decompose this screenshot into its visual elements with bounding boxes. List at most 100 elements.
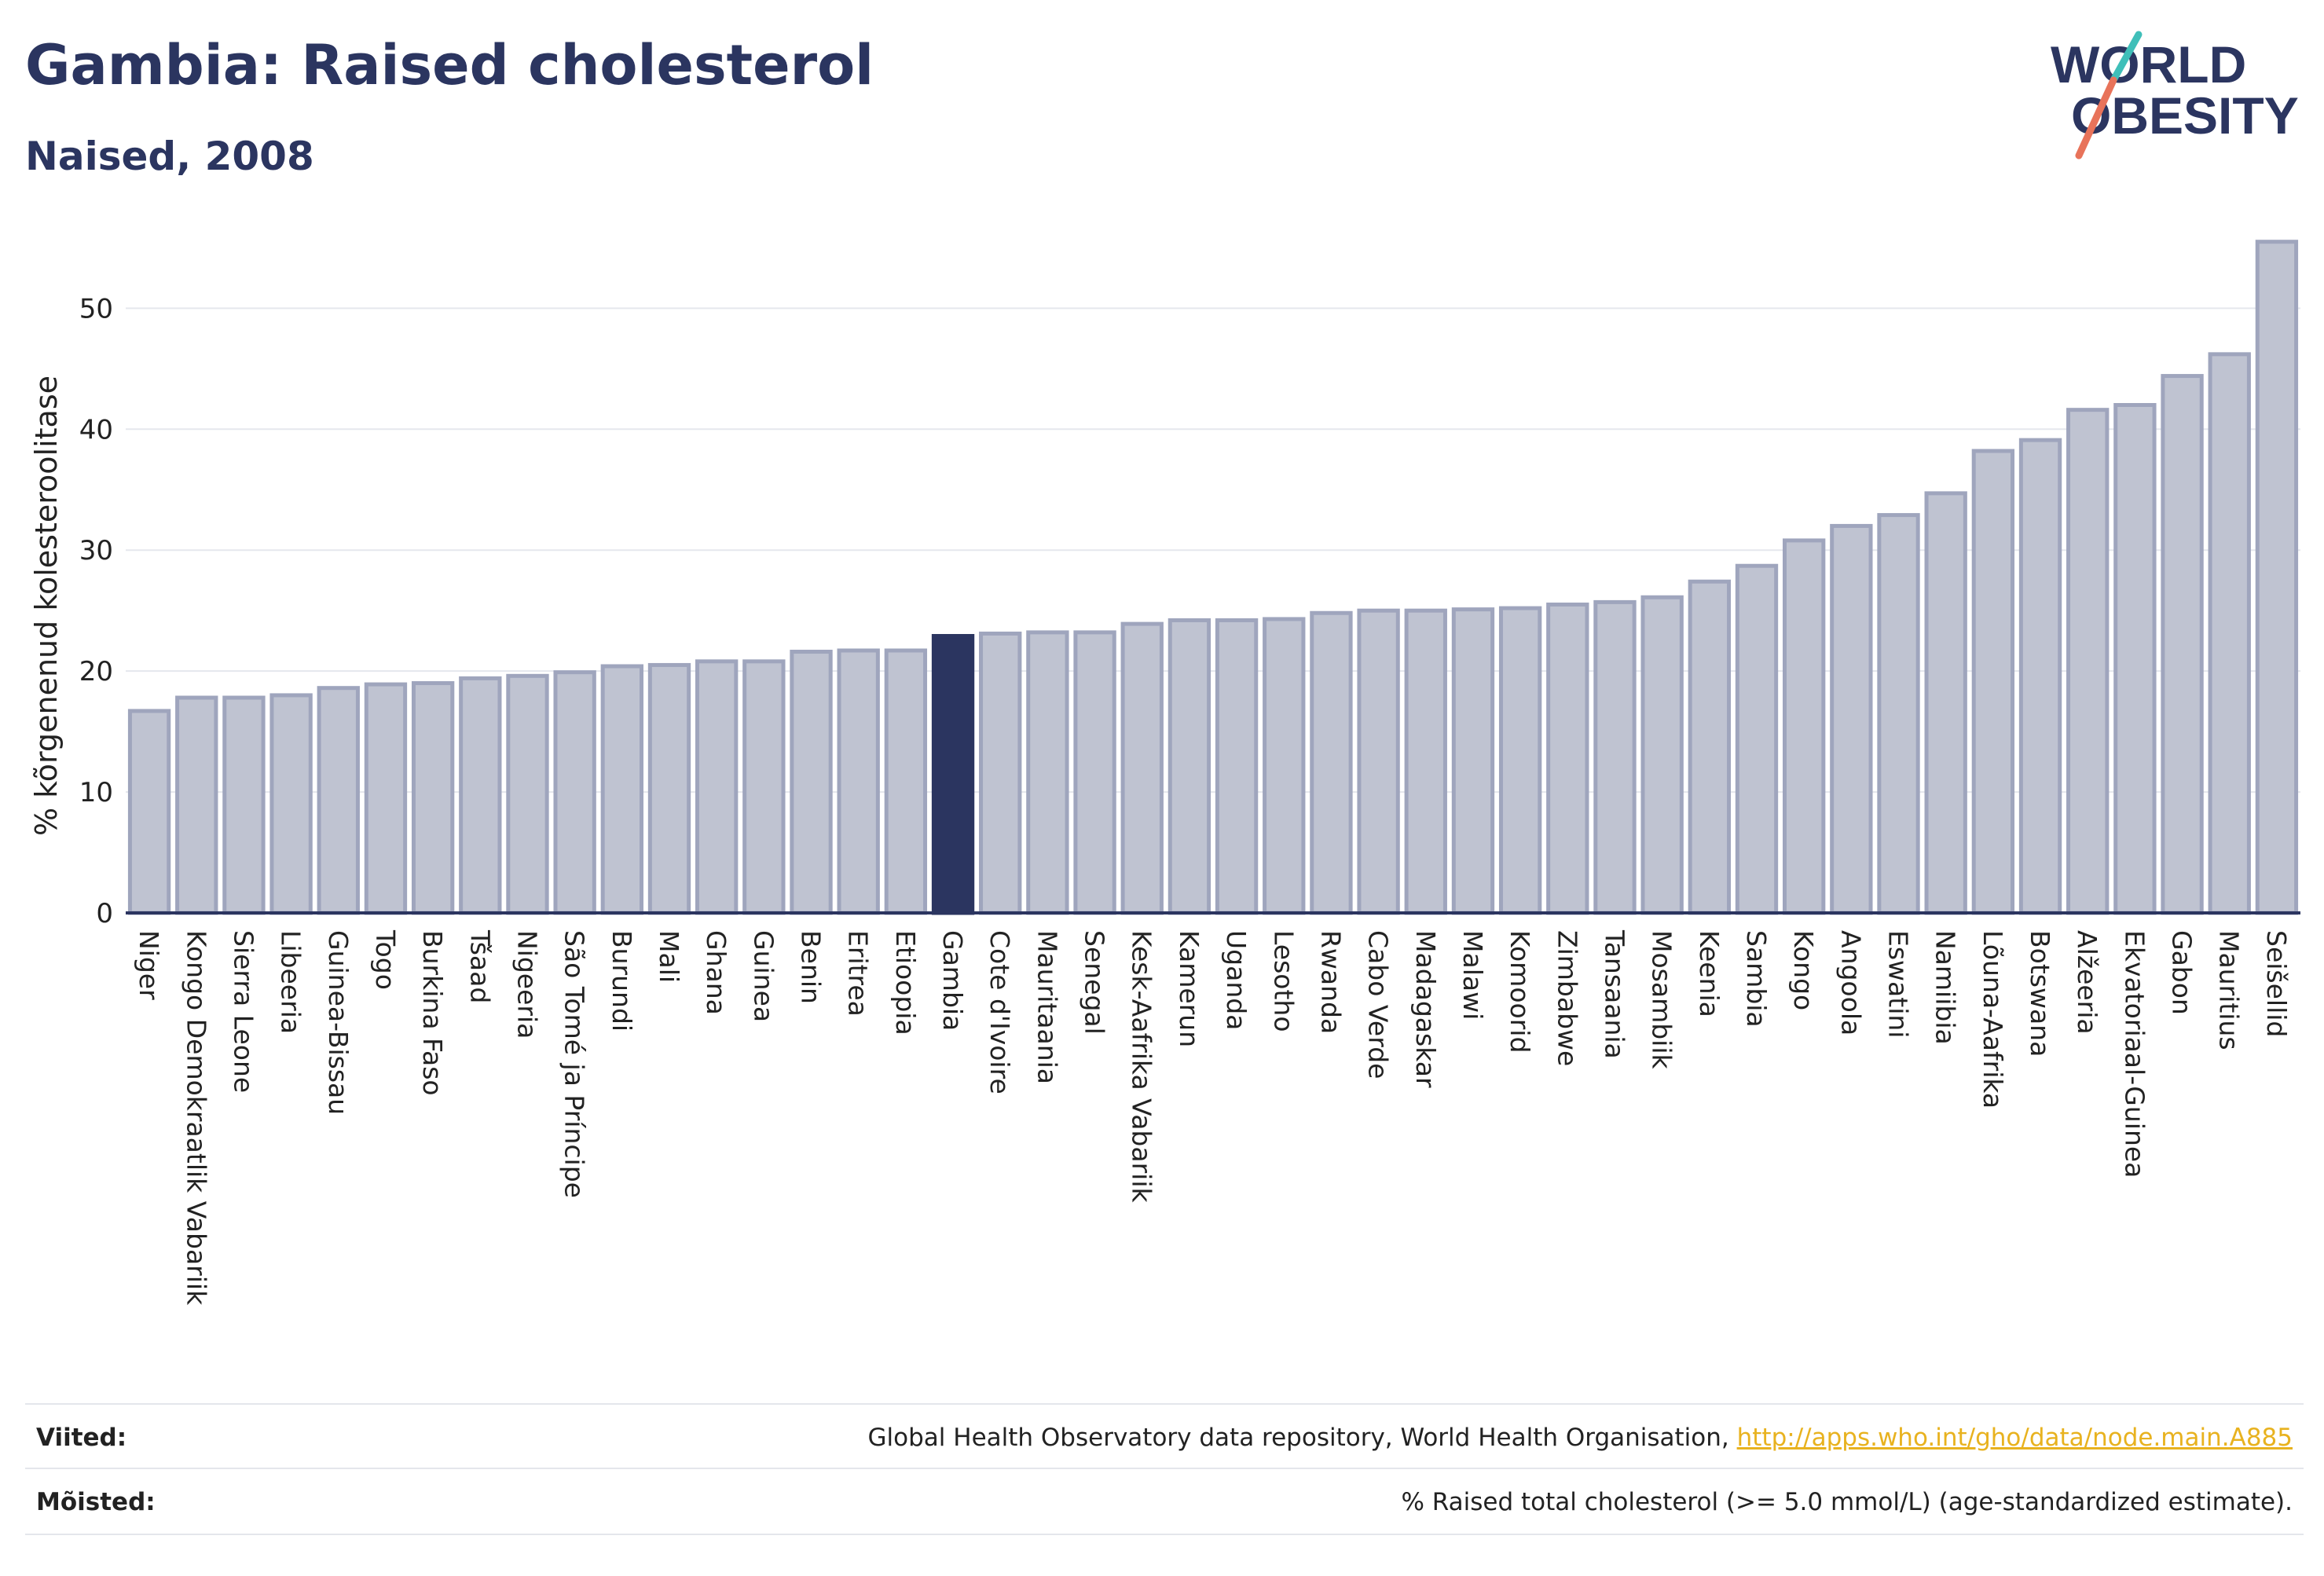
logo-slash-coral [2075,76,2117,159]
x-tick-label: Lõuna-Aafrika [1978,930,2008,1109]
chart-subtitle: Naised, 2008 [25,134,314,179]
x-tick-label: Gabon [2167,930,2198,1015]
bars [127,240,2299,915]
bar-senegal [1073,630,1116,915]
y-tick-label: 50 [79,293,113,324]
bar-eswatini [1877,513,1920,915]
x-tick-label: Madagaskar [1410,930,1441,1088]
bar-l-una-aafrika [1971,449,2015,915]
bar-niger [127,709,171,915]
y-tick-label: 20 [79,656,113,687]
world-obesity-logo: WORLD OBESITY [2051,31,2299,159]
x-tick-label: Malawi [1457,930,1488,1020]
bar-ghana [695,659,739,915]
x-tick-label: Keenia [1694,930,1725,1017]
bar-sei-ellid [2255,240,2299,915]
x-tick-label: Guinea [748,930,779,1022]
bar-burundi [600,664,643,915]
bar-tansaania [1593,599,1637,915]
bar-mosambiik [1640,595,1684,915]
bar-botswana [2018,438,2062,915]
x-tick-label: Libeeria [276,930,306,1034]
bar-ekvatoriaal-guinea [2113,403,2157,915]
bar-sambia [1735,563,1779,915]
bar-lesotho [1263,617,1306,915]
x-tick-label: Tansaania [1599,929,1629,1059]
x-tick-label: Mali [654,930,684,983]
bar-nigeeria [506,673,549,915]
bar-madagaskar [1404,608,1447,915]
x-tick-label: Etioopia [890,930,921,1035]
y-tick-label: 10 [79,777,113,808]
bar-namiibia [1924,491,1967,915]
bar-uganda [1215,618,1259,915]
bar-mali [647,662,691,915]
x-tick-label: Ekvatoriaal-Guinea [2119,930,2150,1178]
x-tick-label: Kamerun [1174,930,1204,1047]
x-tick-label: Sambia [1741,930,1772,1028]
bar-burkina-faso [411,681,455,915]
bar-kongo [1783,538,1826,915]
category-labels: Niger Kongo Demokraatlik Vabariik Sierra L… [134,929,2292,1306]
bar-sierra-leone [222,695,266,915]
x-tick-label: Alžeeria [2072,930,2102,1035]
x-tick-label: Seišellid [2261,930,2292,1037]
x-tick-label: Benin [796,930,827,1004]
x-tick-label: Sierra Leone [228,930,258,1093]
y-tick-label: 30 [79,535,113,566]
x-tick-label: São Tomé ja Príncipe [559,930,590,1198]
x-tick-label: Gambia [937,930,968,1031]
y-tick-label: 40 [79,414,113,445]
x-tick-label: Eswatini [1883,930,1914,1038]
sources-value: Global Health Observatory data repositor… [868,1424,2293,1452]
definitions-text: % Raised total cholesterol (>= 5.0 mmol/… [1401,1488,2293,1516]
x-tick-label: Senegal [1080,930,1110,1035]
x-tick-label: Zimbabwe [1552,930,1582,1066]
bar-zimbabwe [1546,602,1589,915]
bar-guinea [742,659,786,915]
x-tick-label: Lesotho [1268,930,1299,1032]
bar-keenia [1688,579,1731,915]
bar-komoorid [1498,606,1542,915]
x-tick-label: Togo [370,929,401,990]
x-tick-label: Kesk-Aafrika Vabariik [1127,930,1157,1203]
x-tick-label: Angoola [1835,930,1866,1035]
bar-togo [364,682,408,915]
chart-title: Gambia: Raised cholesterol [25,33,874,97]
logo-line-1: WORLD [2051,35,2246,93]
bar-chart: 0 10 20 30 40 50 % kõrgenenud kolesteroolitase… [29,240,2300,1306]
x-tick-label: Guinea-Bissau [323,930,354,1115]
bar-mauritaania [1026,630,1069,915]
definitions-row: Mõisted: % Raised total cholesterol (>= … [25,1468,2304,1535]
bar-guinea-bissau [317,686,360,915]
y-axis-title: % kõrgenenud kolesteroolitase [29,376,64,836]
sources-label: Viited: [36,1424,127,1452]
x-tick-label: Kongo Demokraatlik Vabariik [181,930,211,1306]
sources-row: Viited: Global Health Observatory data r… [25,1403,2304,1469]
bar-libeeria [269,693,313,915]
x-tick-label: Rwanda [1315,930,1346,1034]
bar-t-aad [459,676,502,915]
x-tick-label: Cabo Verde [1363,930,1394,1079]
bar-gabon [2161,374,2204,915]
x-tick-label: Namiibia [1930,930,1961,1045]
bar-s-o-tom-ja-pr-ncipe [553,670,596,915]
bar-cote-d-ivoire [979,631,1022,915]
x-tick-label: Eritrea [843,930,874,1017]
x-tick-label: Cote d'Ivoire [984,930,1015,1094]
bar-angoola [1830,523,1873,915]
bar-rwanda [1310,610,1353,915]
y-tick-label: 0 [96,898,113,929]
logo-slash-teal [2110,31,2143,84]
x-tick-label: Botswana [2025,930,2055,1057]
bar-malawi [1451,607,1495,915]
bar-cabo-verde [1357,608,1400,915]
x-tick-label: Burkina Faso [417,930,448,1096]
bar-etioopia [884,648,928,915]
definitions-label: Mõisted: [36,1488,156,1516]
bar-gambia [931,634,975,915]
x-tick-label: Ghana [701,930,731,1015]
x-tick-label: Nigeeria [511,930,542,1039]
sources-link[interactable]: http://apps.who.int/gho/data/node.main.A… [1736,1424,2293,1452]
bar-kongo-demokraatlik-vabariik [175,695,218,915]
